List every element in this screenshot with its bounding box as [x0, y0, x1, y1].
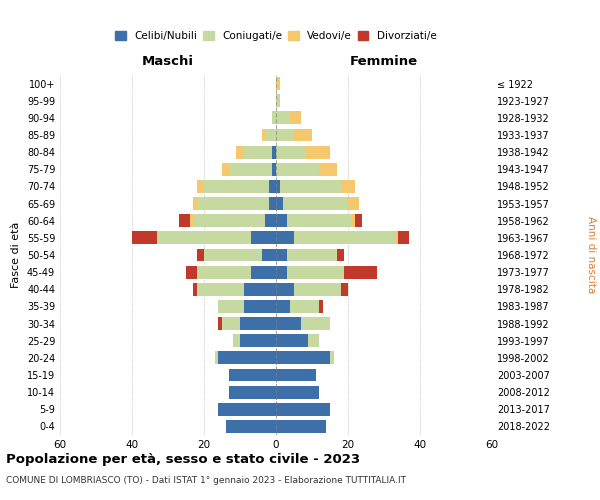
Bar — [244, 300, 276, 313]
Bar — [294, 128, 312, 141]
Bar — [229, 163, 272, 175]
Bar — [226, 420, 276, 433]
Bar — [276, 112, 290, 124]
Bar — [204, 180, 269, 193]
Bar — [290, 112, 301, 124]
Legend: Celibi/Nubili, Coniugati/e, Vedovi/e, Divorziati/e: Celibi/Nubili, Coniugati/e, Vedovi/e, Di… — [115, 31, 437, 41]
Bar — [276, 403, 330, 415]
Bar — [330, 352, 334, 364]
Bar — [276, 266, 287, 278]
Bar — [276, 317, 301, 330]
Bar — [193, 197, 197, 210]
Y-axis label: Fasce di età: Fasce di età — [11, 222, 21, 288]
Bar — [272, 163, 276, 175]
Bar — [218, 352, 276, 364]
Bar — [240, 334, 276, 347]
Bar — [240, 317, 276, 330]
Bar — [218, 317, 222, 330]
Bar — [305, 146, 330, 158]
Bar — [276, 386, 319, 398]
Bar — [276, 77, 280, 90]
Bar — [308, 334, 319, 347]
Text: COMUNE DI LOMBRIASCO (TO) - Dati ISTAT 1° gennaio 2023 - Elaborazione TUTTITALIA: COMUNE DI LOMBRIASCO (TO) - Dati ISTAT 1… — [6, 476, 406, 485]
Bar — [348, 197, 359, 210]
Bar — [276, 300, 290, 313]
Bar — [244, 283, 276, 296]
Bar — [193, 214, 265, 227]
Bar — [265, 214, 276, 227]
Bar — [269, 197, 276, 210]
Bar — [344, 266, 377, 278]
Bar — [276, 197, 283, 210]
Bar — [352, 214, 355, 227]
Bar — [215, 352, 218, 364]
Bar — [132, 232, 157, 244]
Text: Maschi: Maschi — [142, 55, 194, 68]
Bar — [283, 197, 348, 210]
Bar — [251, 266, 276, 278]
Bar — [197, 266, 251, 278]
Bar — [218, 300, 244, 313]
Bar — [269, 180, 276, 193]
Bar — [276, 232, 294, 244]
Bar — [276, 214, 287, 227]
Bar — [294, 283, 341, 296]
Bar — [204, 248, 262, 262]
Bar — [395, 232, 398, 244]
Bar — [294, 232, 395, 244]
Bar — [276, 128, 294, 141]
Bar — [197, 180, 204, 193]
Bar — [280, 180, 341, 193]
Bar — [287, 214, 352, 227]
Bar — [236, 146, 244, 158]
Bar — [276, 334, 308, 347]
Bar — [179, 214, 190, 227]
Bar — [190, 214, 193, 227]
Bar — [319, 300, 323, 313]
Text: Popolazione per età, sesso e stato civile - 2023: Popolazione per età, sesso e stato civil… — [6, 452, 360, 466]
Bar — [222, 317, 240, 330]
Bar — [157, 232, 251, 244]
Bar — [197, 197, 269, 210]
Bar — [262, 248, 276, 262]
Bar — [276, 146, 305, 158]
Bar — [337, 248, 344, 262]
Bar — [197, 248, 204, 262]
Bar — [262, 128, 265, 141]
Text: Femmine: Femmine — [350, 55, 418, 68]
Bar — [218, 403, 276, 415]
Bar — [186, 266, 197, 278]
Bar — [265, 128, 276, 141]
Bar — [229, 386, 276, 398]
Bar — [276, 420, 326, 433]
Bar — [272, 112, 276, 124]
Bar — [276, 163, 319, 175]
Bar — [229, 368, 276, 382]
Bar — [276, 368, 316, 382]
Bar — [287, 266, 344, 278]
Bar — [233, 334, 240, 347]
Bar — [193, 283, 197, 296]
Bar — [290, 300, 319, 313]
Bar — [197, 283, 244, 296]
Bar — [301, 317, 330, 330]
Bar — [222, 163, 229, 175]
Bar — [276, 94, 280, 107]
Bar — [276, 352, 330, 364]
Bar — [341, 283, 348, 296]
Bar — [276, 283, 294, 296]
Bar — [251, 232, 276, 244]
Bar — [276, 248, 287, 262]
Bar — [287, 248, 337, 262]
Bar — [272, 146, 276, 158]
Text: Anni di nascita: Anni di nascita — [586, 216, 596, 294]
Bar — [244, 146, 272, 158]
Bar — [276, 180, 280, 193]
Bar — [355, 214, 362, 227]
Bar — [319, 163, 337, 175]
Bar — [341, 180, 355, 193]
Bar — [398, 232, 409, 244]
